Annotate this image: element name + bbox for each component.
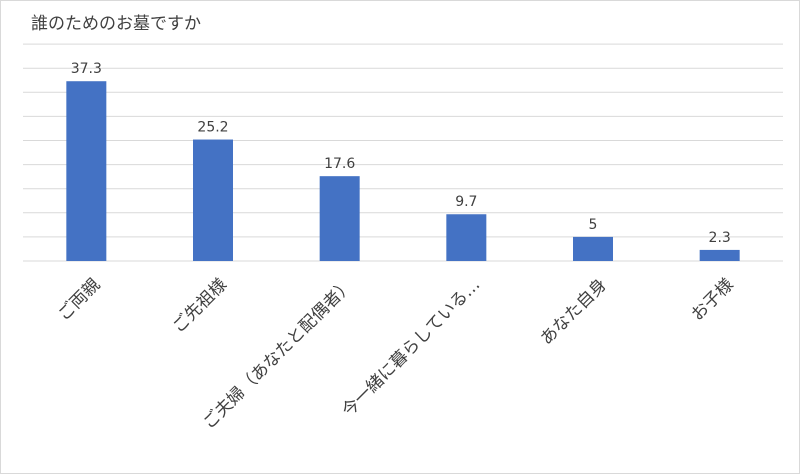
bar <box>446 214 487 261</box>
gridlines <box>23 43 783 262</box>
bar <box>319 176 360 261</box>
data-label: 9.7 <box>455 194 477 210</box>
category-label: お子様 <box>687 275 737 325</box>
data-label: 17.6 <box>324 156 355 172</box>
value-labels: 37.3 25.2 17.6 9.7 5 2.3 <box>71 61 731 246</box>
category-label: 今一緒に暮らしている… <box>338 275 484 421</box>
bar <box>573 236 613 261</box>
bars <box>66 81 740 262</box>
category-label: あなた自身 <box>537 275 611 349</box>
category-label: ご両親 <box>54 275 104 325</box>
data-label: 25.2 <box>197 120 228 136</box>
bar <box>193 139 233 261</box>
data-label: 37.3 <box>71 61 102 77</box>
category-label: ご夫婦（あなたと配偶者） <box>199 275 357 433</box>
bar <box>66 81 107 262</box>
data-label: 5 <box>589 217 598 233</box>
data-label: 2.3 <box>709 230 731 246</box>
bar <box>699 249 740 261</box>
category-label: ご先祖様 <box>169 275 231 337</box>
chart-title: 誰のためのお墓ですか <box>31 14 201 34</box>
